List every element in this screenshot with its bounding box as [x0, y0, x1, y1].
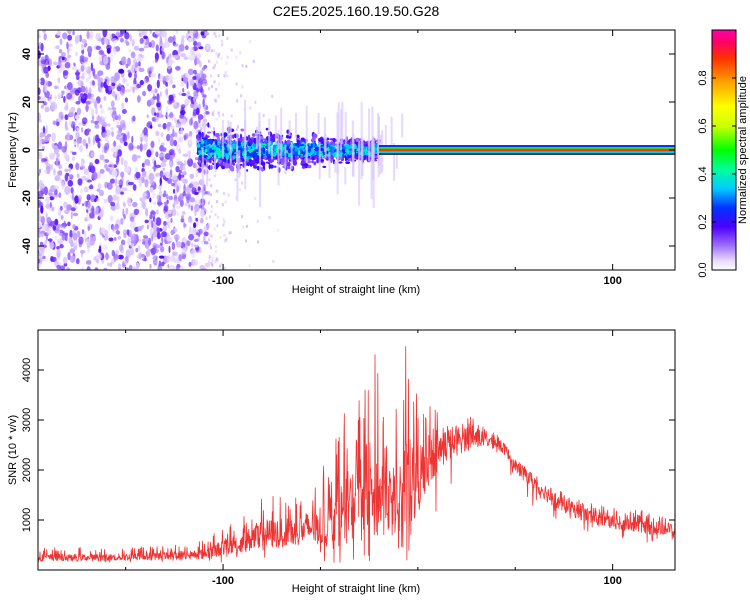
colorbar-tick-label: 0.8: [697, 70, 709, 85]
y-tick-label: 40: [21, 48, 33, 60]
spectrogram-carrier-line: [378, 145, 675, 155]
chart-title: C2E5.2025.160.19.50.G28: [273, 3, 440, 19]
colorbar-tick-label: 0.6: [697, 118, 709, 133]
y-tick-label: 4000: [21, 358, 33, 382]
spectrogram-x-ticks: -100 100: [125, 30, 622, 287]
colorbar: 0.0 0.2 0.4 0.6 0.8 Normalized spectral ampl…: [697, 29, 749, 278]
x-tick-label: 100: [603, 275, 621, 287]
y-tick-label: -20: [21, 190, 33, 206]
y-tick-label: 0: [21, 147, 33, 153]
spectrogram-x-axis-label: Height of straight line (km): [292, 284, 420, 296]
spectrogram-marks: [38, 30, 675, 270]
colorbar-gradient: [711, 29, 737, 271]
snr-panel: -100 100 1000 2000 3000 4000 Height of strai…: [7, 329, 676, 595]
y-tick-label: 1000: [21, 508, 33, 532]
y-tick-label: 20: [21, 96, 33, 108]
snr-y-axis-label: SNR (10 * v/v): [7, 415, 19, 485]
spectrogram-panel: -100 100 -40 -20 0 20 40 Height of straight l…: [7, 29, 676, 296]
x-tick-label: 100: [603, 575, 621, 587]
snr-y-ticks: 1000 2000 3000 4000: [21, 358, 675, 532]
snr-series-line: [38, 346, 675, 563]
spectrogram-region-signal: [196, 99, 404, 208]
x-tick-label: -100: [212, 575, 234, 587]
colorbar-tick-label: 0.2: [697, 214, 709, 229]
y-tick-label: 3000: [21, 408, 33, 432]
spectrogram-y-ticks: -40 -20 0 20 40: [21, 48, 675, 254]
colorbar-label: Normalized spectral amplitude: [737, 76, 749, 224]
x-tick-label: -100: [212, 275, 234, 287]
colorbar-tick-label: 0.0: [697, 262, 709, 277]
snr-frame: [37, 329, 676, 571]
y-tick-label: -40: [21, 238, 33, 254]
snr-marks: [38, 346, 675, 563]
snr-x-axis-label: Height of straight line (km): [292, 583, 420, 595]
spectrogram-y-axis-label: Frequency (Hz): [7, 112, 19, 188]
colorbar-tick-label: 0.4: [697, 166, 709, 181]
colorbar-ticks: 0.0 0.2 0.4 0.6 0.8: [697, 70, 736, 278]
spectrogram-region-noise: [38, 30, 279, 270]
y-tick-label: 2000: [21, 458, 33, 482]
snr-x-ticks: -100 100: [125, 330, 622, 587]
